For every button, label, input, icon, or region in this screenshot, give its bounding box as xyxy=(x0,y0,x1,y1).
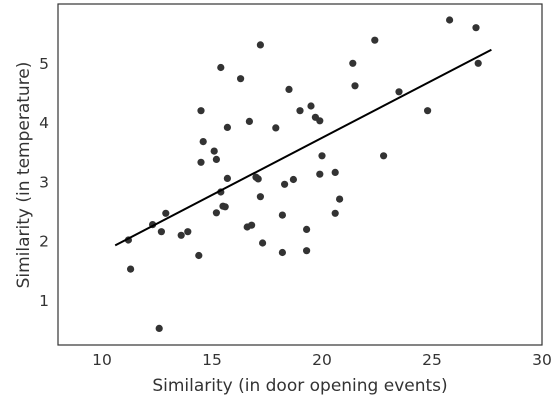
data-point-20 xyxy=(223,174,231,182)
data-point-6 xyxy=(177,231,185,239)
data-point-39 xyxy=(307,102,315,110)
x-tick-label-20: 20 xyxy=(312,351,332,369)
y-axis-label: Similarity (in temperature) xyxy=(14,62,34,289)
data-point-13 xyxy=(212,155,220,163)
data-point-55 xyxy=(474,59,482,67)
data-point-29 xyxy=(259,239,267,247)
y-tick-label-4: 4 xyxy=(39,114,49,132)
y-tick-label-1: 1 xyxy=(39,292,49,310)
data-point-46 xyxy=(336,195,344,203)
x-tick-label-10: 10 xyxy=(92,351,112,369)
plot-frame xyxy=(57,3,543,346)
x-tick-label-30: 30 xyxy=(532,351,552,369)
data-point-44 xyxy=(331,168,339,176)
data-point-21 xyxy=(237,75,245,83)
data-point-9 xyxy=(197,107,205,115)
data-point-28 xyxy=(256,41,264,49)
data-point-8 xyxy=(195,251,203,260)
data-point-10 xyxy=(197,158,205,166)
data-point-19 xyxy=(223,123,231,131)
data-point-49 xyxy=(371,36,379,44)
data-point-30 xyxy=(272,124,280,132)
data-point-51 xyxy=(395,88,403,96)
data-point-14 xyxy=(212,209,220,217)
x-tick-label-15: 15 xyxy=(202,351,222,369)
data-point-54 xyxy=(472,24,480,32)
data-point-53 xyxy=(446,16,454,24)
data-point-18 xyxy=(221,203,229,211)
data-point-36 xyxy=(296,107,304,115)
data-point-4 xyxy=(157,228,165,236)
data-point-27 xyxy=(256,193,264,201)
data-point-41 xyxy=(316,170,324,178)
trend-line xyxy=(114,48,492,247)
y-tick-label-5: 5 xyxy=(39,55,49,73)
data-point-15 xyxy=(217,63,225,72)
data-point-31 xyxy=(278,211,286,219)
data-point-48 xyxy=(351,82,359,90)
data-point-47 xyxy=(349,59,357,67)
data-point-42 xyxy=(316,117,324,125)
data-point-12 xyxy=(210,147,218,155)
x-tick-label-25: 25 xyxy=(422,351,442,369)
data-point-2 xyxy=(155,324,163,332)
data-point-33 xyxy=(281,180,289,188)
data-point-37 xyxy=(303,225,311,233)
data-point-23 xyxy=(245,117,253,125)
y-tick-label-3: 3 xyxy=(39,173,49,191)
data-point-32 xyxy=(278,248,286,257)
data-point-43 xyxy=(318,152,326,160)
data-point-1 xyxy=(127,265,135,273)
data-point-45 xyxy=(331,209,339,217)
y-tick-labels: 1 2 3 4 5 xyxy=(39,55,49,310)
data-point-34 xyxy=(285,85,293,93)
data-point-24 xyxy=(248,221,256,229)
y-tick-label-2: 2 xyxy=(39,233,49,251)
data-point-50 xyxy=(380,152,388,160)
data-point-7 xyxy=(184,228,192,236)
data-point-35 xyxy=(289,175,297,184)
data-point-38 xyxy=(303,247,311,255)
x-axis-label: Similarity (in door opening events) xyxy=(152,376,447,396)
data-point-5 xyxy=(162,209,170,217)
data-point-26 xyxy=(254,175,262,183)
data-point-11 xyxy=(199,138,207,146)
data-points xyxy=(124,16,482,332)
data-point-52 xyxy=(424,107,432,115)
x-tick-labels: 10 15 20 25 30 xyxy=(92,351,552,369)
